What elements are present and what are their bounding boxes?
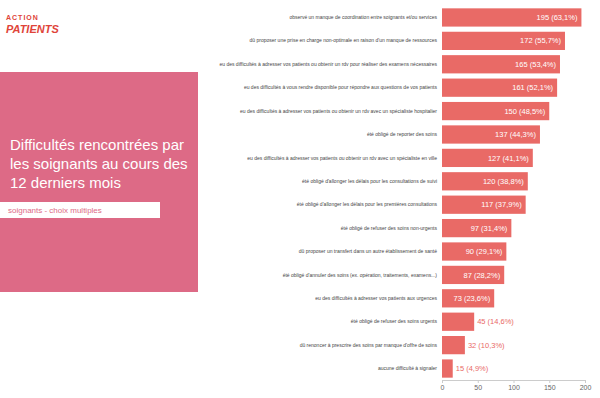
- logo-text: PATIENTS: [6, 23, 59, 35]
- data-label: 161 (52,1%): [512, 83, 553, 92]
- data-label: 137 (44,3%): [495, 130, 536, 139]
- value-tick: 100: [508, 380, 520, 391]
- subtitle: soignants - choix multiples: [8, 206, 102, 215]
- category-tick: dû renoncer à prescrire des soins par ma…: [300, 342, 438, 348]
- data-label: 45 (14,6%): [477, 317, 514, 326]
- category-tick: eu des difficultés à vous rendre disponi…: [244, 84, 438, 90]
- category-axis: observé un manque de coordination entre …: [219, 14, 437, 371]
- data-label: 97 (31,4%): [471, 224, 508, 233]
- tick-label: 0: [441, 384, 445, 391]
- category-tick: dû proposer un transfert dans un autre é…: [299, 248, 437, 254]
- category-label: été obligé d'annuler des soins (ex. opér…: [283, 272, 438, 278]
- category-label: eu des difficultés à adresser vos patien…: [315, 295, 437, 301]
- tick-mark: [585, 380, 586, 383]
- value-axis: 0 50 100 150 200: [441, 380, 592, 391]
- category-tick: eu des difficultés à adresser vos patien…: [247, 154, 437, 160]
- category-label: été obligé d'allonger les délais pour le…: [297, 201, 438, 207]
- category-tick: été obligé de reporter des soins: [367, 131, 438, 137]
- bar: [442, 266, 504, 284]
- bar: [442, 359, 453, 377]
- bar: [442, 55, 560, 73]
- category-tick: été obligé de refuser des soins urgents: [351, 318, 438, 324]
- tick-label: 150: [544, 384, 556, 391]
- category-label: eu des difficultés à vous rendre disponi…: [244, 84, 438, 90]
- data-label: 195 (63,1%): [537, 13, 578, 22]
- logo-text: ACTION: [6, 14, 39, 21]
- category-label: été obligé de refuser des soins urgents: [351, 318, 438, 324]
- category-label: eu des difficultés à adresser vos patien…: [240, 108, 437, 114]
- category-label: dû proposer un transfert dans un autre é…: [299, 248, 437, 254]
- data-label: 120 (38,8%): [483, 177, 524, 186]
- bar: [442, 172, 528, 190]
- data-labels: 195 (63,1%) 172 (55,7%) 165 (53,4%) 161 (52…: [454, 13, 578, 373]
- category-tick: dû proposer une prise en charge non-opti…: [250, 37, 438, 43]
- category-tick: été obligé d'annuler des soins (ex. opér…: [283, 272, 438, 278]
- tick-label: 100: [508, 384, 520, 391]
- category-tick: eu des difficultés à adresser vos patien…: [315, 295, 437, 301]
- bar: [442, 8, 581, 26]
- bar: [442, 32, 565, 50]
- tick-mark: [549, 380, 550, 383]
- category-tick: été obligé de refuser des soins non-urge…: [341, 225, 438, 231]
- data-label: 73 (23,6%): [454, 294, 491, 303]
- category-tick: eu des difficultés à adresser vos patien…: [219, 61, 437, 67]
- category-tick: été obligé d'allonger les délais pour le…: [302, 178, 437, 184]
- bar: [442, 125, 540, 143]
- bar: [442, 289, 494, 307]
- tick-label: 50: [474, 384, 482, 391]
- category-tick: aucune difficulté à signaler: [378, 365, 437, 371]
- category-label: observé un manque de coordination entre …: [289, 14, 437, 20]
- category-label: été obligé d'allonger les délais pour le…: [302, 178, 437, 184]
- bar: [442, 79, 557, 97]
- category-label: dû proposer une prise en charge non-opti…: [250, 37, 438, 43]
- data-label: 150 (48,5%): [504, 107, 545, 116]
- bar: [442, 196, 526, 214]
- data-label: 87 (28,2%): [464, 271, 501, 280]
- data-label: 15 (4,9%): [456, 364, 489, 373]
- subtitle-box: [0, 202, 160, 218]
- category-label: dû renoncer à prescrire des soins par ma…: [300, 342, 438, 348]
- data-label: 117 (37,9%): [481, 200, 522, 209]
- bar: [442, 219, 511, 237]
- bar: [442, 102, 549, 120]
- value-tick: 50: [474, 380, 482, 391]
- bar: [442, 149, 533, 167]
- tick-mark: [478, 380, 479, 383]
- data-label: 172 (55,7%): [520, 36, 561, 45]
- data-label: 32 (10,3%): [468, 341, 505, 350]
- data-label: 127 (41,1%): [488, 154, 529, 163]
- bar: [442, 336, 465, 354]
- title-panel: [0, 72, 198, 292]
- chart: ACTION PATIENTS Difficultés rencontrées pa…: [0, 0, 600, 398]
- data-label: 165 (53,4%): [515, 60, 556, 69]
- value-tick: 150: [544, 380, 556, 391]
- category-label: aucune difficulté à signaler: [378, 365, 437, 371]
- category-label: été obligé de reporter des soins: [367, 131, 438, 137]
- value-tick: 200: [580, 380, 592, 391]
- category-tick: été obligé d'allonger les délais pour le…: [297, 201, 438, 207]
- data-label: 90 (29,1%): [466, 247, 503, 256]
- bar: [442, 313, 474, 331]
- category-tick: observé un manque de coordination entre …: [289, 14, 437, 20]
- bars: [442, 8, 581, 377]
- tick-mark: [514, 380, 515, 383]
- value-tick: 0: [441, 380, 445, 391]
- title: Difficultés rencontrées parles soignants…: [10, 136, 188, 191]
- category-label: été obligé de refuser des soins non-urge…: [341, 225, 438, 231]
- category-tick: eu des difficultés à adresser vos patien…: [240, 108, 437, 114]
- category-label: eu des difficultés à adresser vos patien…: [219, 61, 437, 67]
- bar: [442, 242, 506, 260]
- tick-label: 200: [580, 384, 592, 391]
- axis-line: [443, 381, 586, 384]
- category-label: eu des difficultés à adresser vos patien…: [247, 154, 437, 160]
- tick-mark: [442, 380, 443, 383]
